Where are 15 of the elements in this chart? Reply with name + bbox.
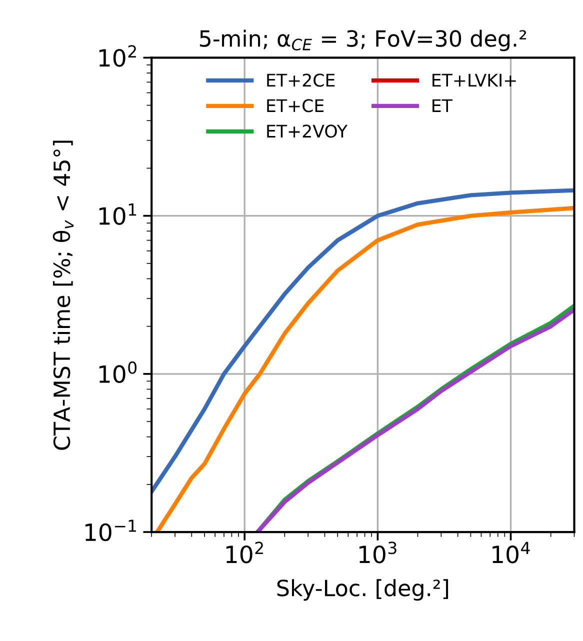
x-tick-label: 10$^{2}$ (226, 542, 263, 564)
y-tick-label: 10$^{−1}$ (85, 520, 136, 542)
y-tick-label: 10$^{2}$ (99, 45, 136, 67)
y-axis-title: CTA-MST time [%; θ$_{v}$ < 45°] (52, 140, 74, 450)
x-axis-title: Sky-Loc. [deg.²] (277, 579, 448, 601)
chart-title: 5-min; α$_{CE}$ = 3; FoV=30 deg.² (200, 30, 526, 52)
legend-label: ET+2VOY (267, 124, 348, 138)
legend-label: ET (432, 99, 452, 112)
legend-label: ET+2CE (267, 74, 335, 87)
x-tick-label: 10$^{3}$ (359, 542, 396, 564)
legend-label: ET+CE (267, 99, 324, 112)
x-tick-label: 10$^{4}$ (492, 542, 530, 564)
y-tick-label: 10$^{1}$ (99, 204, 136, 225)
y-tick-label: 10$^{0}$ (99, 361, 137, 384)
legend-label: ET+LVKI+ (432, 74, 516, 87)
